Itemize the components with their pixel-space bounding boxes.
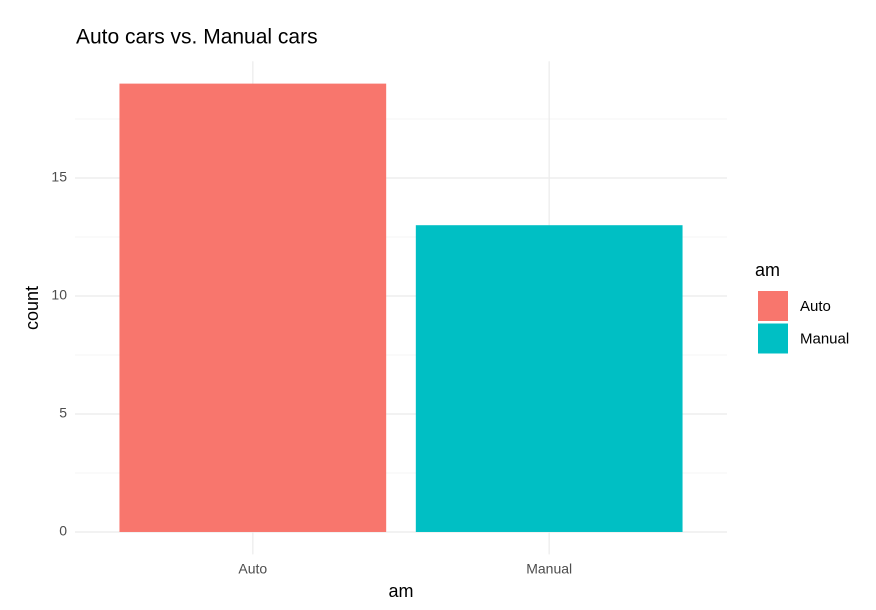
y-axis-title: count — [22, 286, 42, 330]
legend-key — [758, 291, 788, 321]
chart-title: Auto cars vs. Manual cars — [76, 26, 318, 49]
x-axis-title: am — [388, 581, 413, 601]
y-tick-label: 10 — [51, 287, 67, 303]
bar — [415, 225, 683, 532]
legend-key — [758, 323, 788, 354]
y-tick-label: 0 — [59, 523, 67, 539]
y-tick-label: 5 — [59, 405, 67, 421]
y-tick-label: 15 — [51, 169, 67, 185]
legend-title: am — [755, 260, 780, 280]
legend-label: Auto — [800, 298, 831, 315]
x-tick-label: Manual — [526, 561, 572, 577]
x-tick-label: Auto — [238, 561, 267, 577]
legend-label: Manual — [800, 330, 849, 347]
bar — [119, 83, 387, 532]
